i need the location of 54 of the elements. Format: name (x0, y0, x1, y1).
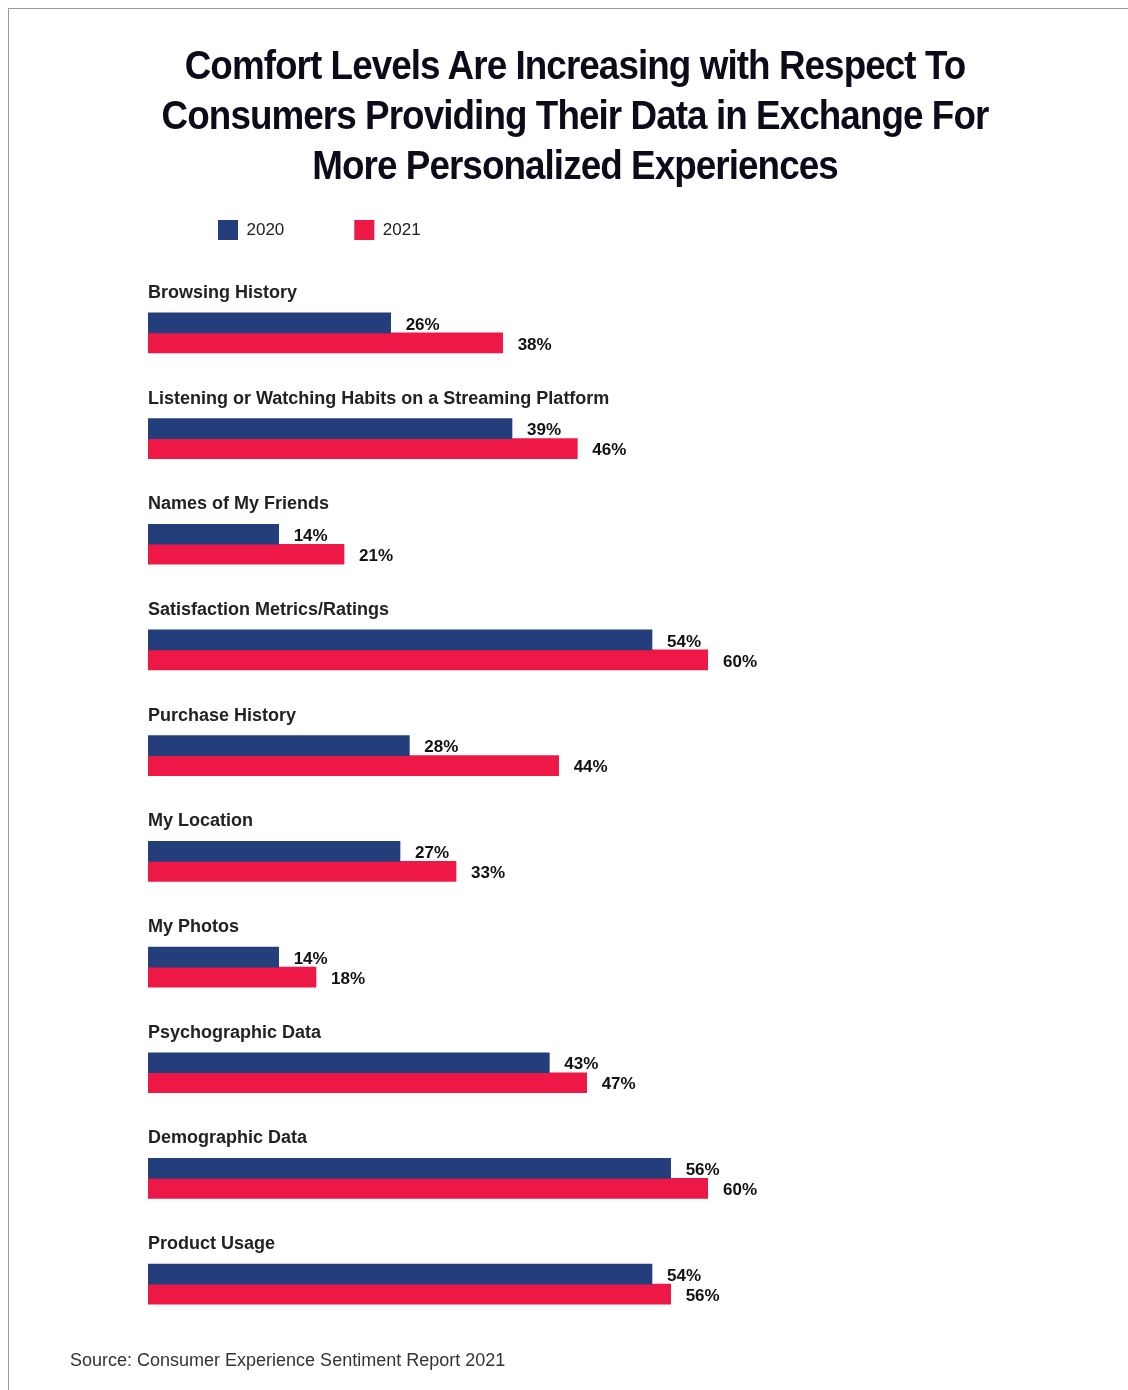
data-label: 27% (415, 843, 450, 863)
bar (148, 1263, 653, 1285)
bar (148, 946, 279, 968)
data-label: 33% (471, 863, 506, 883)
bar (148, 312, 391, 334)
data-label: 46% (592, 440, 627, 460)
y-tick-label: Product Usage (148, 1233, 276, 1254)
bar (148, 1283, 671, 1305)
bar (148, 523, 279, 545)
bar (148, 332, 503, 354)
bar (148, 1052, 550, 1074)
bar (148, 543, 345, 565)
bar (148, 1072, 587, 1094)
bar (148, 966, 317, 988)
bar (148, 1158, 671, 1179)
legend-label: 2020 (246, 219, 285, 239)
data-label: 14% (293, 525, 328, 545)
y-tick-label: Browsing History (148, 281, 298, 302)
y-tick-label: Demographic Data (148, 1127, 309, 1148)
data-label: 39% (527, 420, 562, 440)
chart-title: Comfort Levels Are Increasing with Respect To Consumers Providing Their Data in Exchange For More Personalized Experiences (160, 42, 990, 189)
data-label: 43% (564, 1054, 599, 1074)
y-tick-label: Purchase History (148, 704, 297, 725)
bar (148, 649, 708, 671)
y-tick-label: Names of My Friends (148, 493, 330, 514)
data-label: 44% (573, 757, 608, 777)
data-label: 38% (517, 334, 552, 354)
data-label: 21% (359, 545, 394, 565)
legend-label: 2021 (382, 219, 421, 239)
source-note: Source: Consumer Experience Sentiment Report 2021 (70, 1350, 506, 1371)
data-label: 56% (685, 1160, 720, 1180)
bar (148, 755, 559, 776)
bar (148, 861, 457, 882)
data-label: 18% (331, 968, 366, 988)
data-label: 47% (601, 1074, 636, 1094)
data-label: 26% (405, 314, 440, 334)
bar (148, 438, 578, 459)
y-tick-label: My Location (148, 810, 254, 831)
y-tick-label: Listening or Watching Habits on a Streaming Platform (148, 387, 610, 408)
data-label: 56% (685, 1285, 720, 1305)
data-label: 54% (667, 1265, 702, 1285)
y-tick-label: My Photos (148, 916, 240, 937)
data-label: 54% (667, 631, 702, 651)
data-label: 60% (723, 1180, 758, 1200)
data-label: 60% (723, 651, 758, 671)
bar (148, 1178, 708, 1199)
bar (148, 735, 410, 756)
y-tick-label: Psychographic Data (148, 1021, 323, 1042)
bar (148, 629, 653, 651)
bar (148, 841, 401, 862)
y-tick-label: Satisfaction Metrics/Ratings (148, 598, 390, 619)
data-label: 14% (293, 948, 328, 968)
bar (148, 418, 513, 439)
data-label: 28% (424, 737, 459, 757)
